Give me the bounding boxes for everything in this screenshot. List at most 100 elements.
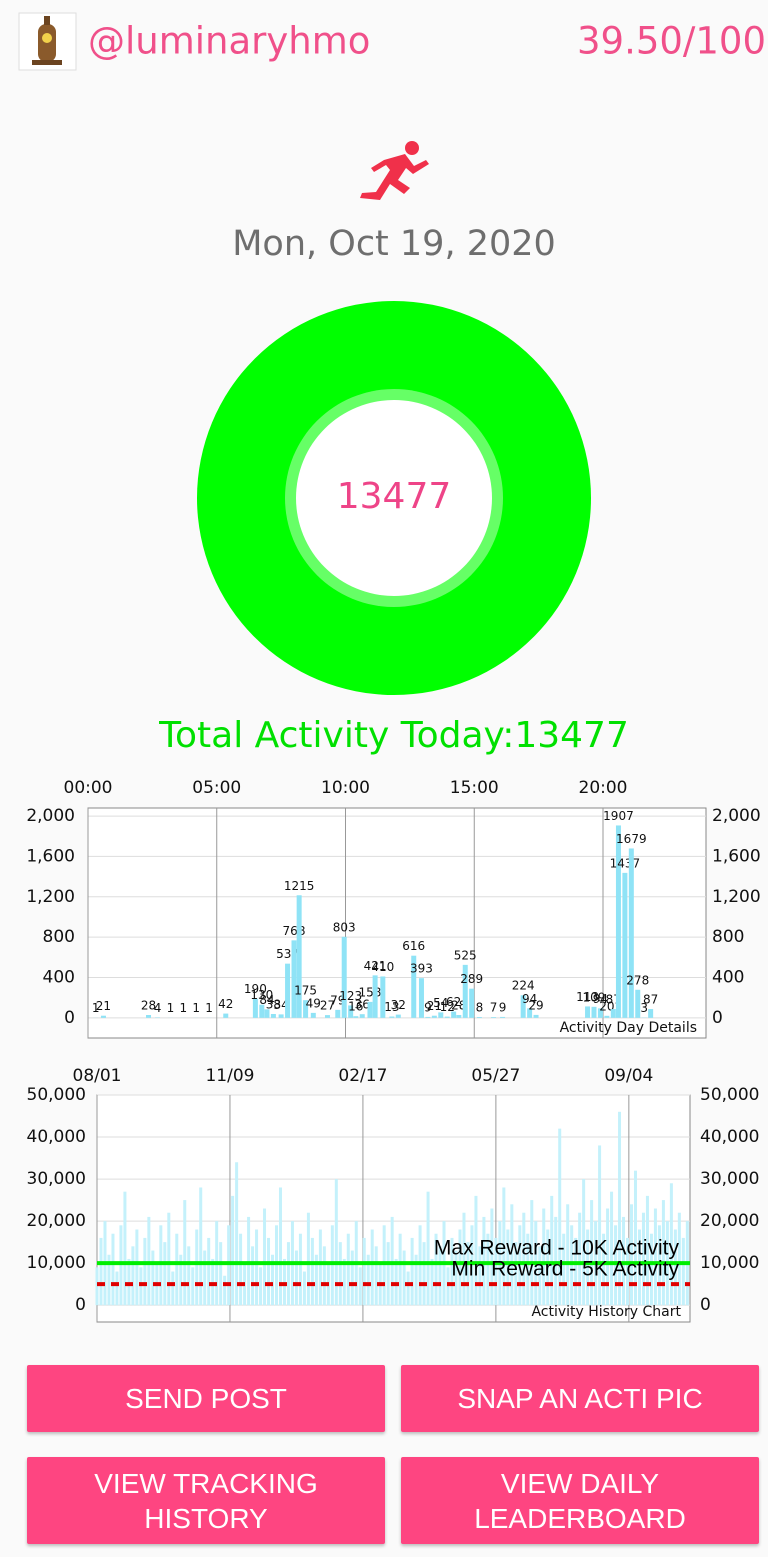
bar [586, 1229, 590, 1306]
data-label: 28 [141, 999, 156, 1013]
tracking-history-button[interactable]: VIEW TRACKING HISTORY [27, 1457, 385, 1544]
bar [604, 1015, 610, 1018]
data-label: 38 [266, 997, 281, 1011]
bar [338, 1242, 342, 1306]
bar [342, 1258, 346, 1306]
bar [434, 1233, 438, 1306]
bar [318, 1229, 322, 1306]
bar [641, 1212, 645, 1306]
bar [673, 1229, 677, 1306]
bar [380, 976, 386, 1018]
bar [310, 1012, 316, 1018]
bar [286, 1242, 290, 1306]
bar [235, 1162, 239, 1306]
bar [431, 1015, 437, 1018]
bar [597, 1008, 603, 1018]
bar [614, 1225, 618, 1306]
data-label: 21 [96, 999, 111, 1013]
bar [251, 1246, 255, 1306]
data-label: 9 [499, 1000, 507, 1014]
leaderboard-button[interactable]: VIEW DAILY LEADERBOARD [401, 1457, 759, 1544]
bar [411, 955, 417, 1018]
bar [502, 1187, 506, 1306]
data-label: 94 [593, 992, 608, 1006]
bar [494, 1237, 498, 1306]
y2-tick-label: 30,000 [700, 1169, 759, 1189]
bar [633, 1170, 637, 1306]
data-label: 1215 [284, 879, 315, 893]
bar [546, 1229, 550, 1306]
username: @luminaryhmo [88, 20, 370, 63]
bar [514, 1242, 518, 1306]
bar [294, 1250, 298, 1306]
bar [578, 1212, 582, 1306]
bar [444, 1016, 450, 1018]
bar [522, 1212, 526, 1306]
bar [227, 1225, 231, 1306]
score: 39.50/100 [577, 20, 766, 63]
bar [681, 1237, 685, 1306]
bar [430, 1258, 434, 1306]
bar [127, 1258, 131, 1306]
bar [554, 1216, 558, 1306]
bar [626, 1237, 630, 1306]
bar [530, 1200, 534, 1306]
data-label: 20 [599, 999, 614, 1013]
bar [252, 998, 258, 1018]
bar [590, 1200, 594, 1306]
bar [618, 1111, 622, 1306]
bar [510, 1204, 514, 1306]
bar [390, 1216, 394, 1306]
y-tick-label: 1,200 [26, 887, 75, 907]
bar [469, 988, 475, 1018]
bar [324, 1015, 330, 1018]
data-label: 1 [205, 1001, 213, 1015]
bar [131, 1246, 135, 1306]
bar [199, 1187, 203, 1306]
bar [382, 1225, 386, 1306]
bar [322, 1246, 326, 1306]
bar [374, 1246, 378, 1306]
y-tick-label: 50,000 [27, 1085, 86, 1105]
bar [506, 1229, 510, 1306]
data-label: 1 [192, 1001, 200, 1015]
bar [570, 1225, 574, 1306]
bar [115, 1271, 119, 1306]
bar [458, 1229, 462, 1306]
y2-tick-label: 10,000 [700, 1253, 759, 1273]
bar [606, 1208, 610, 1306]
data-label: 278 [626, 973, 649, 987]
bar [476, 1017, 482, 1018]
bar [346, 1233, 350, 1306]
activity-ring [197, 301, 591, 695]
data-label: 4 [154, 1001, 162, 1015]
bar [389, 1016, 395, 1018]
bar [372, 975, 378, 1018]
data-label: 49 [306, 996, 321, 1010]
bar [274, 1225, 278, 1306]
x-tick-label: 15:00 [450, 778, 499, 798]
bar [195, 1229, 199, 1306]
bar [610, 1009, 616, 1018]
bar [353, 1016, 359, 1018]
bar [438, 1246, 442, 1306]
bar [582, 1179, 586, 1306]
bar [669, 1183, 673, 1306]
bar [303, 1000, 309, 1018]
bar [386, 1242, 390, 1306]
bar [330, 1225, 334, 1306]
bar [550, 1195, 554, 1306]
bar [426, 1191, 430, 1306]
bar [298, 1233, 302, 1306]
snap-pic-button[interactable]: SNAP AN ACTI PIC [401, 1365, 759, 1432]
bar [370, 1229, 374, 1306]
data-label: 289 [460, 972, 483, 986]
send-post-button[interactable]: SEND POST [27, 1365, 385, 1432]
data-label: 34 [273, 998, 288, 1012]
bar [450, 1237, 454, 1306]
ring-value: 13477 [337, 476, 452, 517]
bar [562, 1233, 566, 1306]
bar [219, 1242, 223, 1306]
data-label: 29 [528, 998, 543, 1012]
y-tick-label: 0 [75, 1295, 86, 1315]
